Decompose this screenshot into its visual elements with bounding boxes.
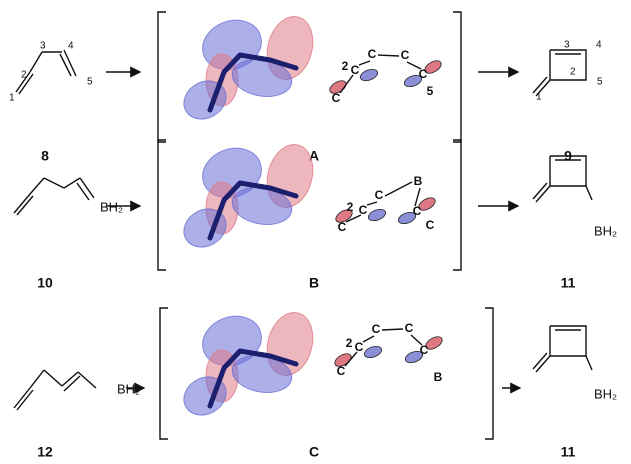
compound-label: 11 (561, 275, 576, 291)
atom-label: BH₂ (117, 381, 140, 396)
p-orbital (359, 67, 379, 83)
compound-label: 12 (37, 444, 53, 460)
bond (378, 55, 399, 56)
atom-label: 5 (87, 77, 93, 88)
bond (64, 50, 76, 76)
atom-label: 4 (68, 41, 74, 52)
bond (586, 186, 592, 200)
atom-label: BH₂ (594, 223, 617, 238)
atom-label: 1 (536, 92, 542, 103)
atom-label: 2 (570, 67, 576, 78)
orbital-atom-label: C (351, 63, 360, 77)
bond (158, 140, 166, 270)
atom-label: 1 (9, 93, 15, 104)
atom-label: 3 (564, 40, 570, 51)
orbital-atom-label: C (355, 340, 364, 354)
bond (30, 52, 42, 72)
intermediate-label: B (309, 275, 319, 291)
bond (77, 183, 89, 200)
compound-label: 10 (37, 275, 53, 291)
orbital-atom-label: C (368, 47, 377, 61)
bond (586, 356, 592, 370)
bond (453, 140, 461, 270)
atom-label: BH₂ (594, 386, 617, 401)
orbital-atom-label: C (419, 67, 428, 81)
bond (44, 178, 64, 188)
orbital-atom-label: C (332, 91, 341, 105)
atom-label: 5 (597, 77, 603, 88)
bond (485, 308, 493, 439)
orbital-atom-label: C (405, 321, 414, 335)
atom-label: 2 (21, 70, 27, 81)
orbital-atom-label: C (338, 220, 347, 234)
orbital-atom-label: C (401, 48, 410, 62)
bond (359, 61, 370, 65)
compound-label: 11 (561, 444, 576, 460)
scheme: 1234534251C2CCCC58A9BH₂BH₂C2CCBCC10B11BH… (0, 0, 631, 464)
bond (382, 329, 403, 330)
atom-label: 3 (40, 41, 46, 52)
orbital-atom-label: C (426, 218, 435, 232)
bond (453, 12, 461, 142)
orbital-atom-label: C (337, 364, 346, 378)
atom-label: BH₂ (100, 199, 123, 214)
orbital-atom-label: C (420, 343, 429, 357)
bond (14, 194, 30, 213)
p-orbital (363, 344, 383, 360)
compound-label: 8 (41, 148, 49, 164)
bond (17, 390, 33, 410)
intermediate-label: C (309, 444, 319, 460)
bond (363, 336, 374, 342)
bond (62, 372, 78, 386)
bond (78, 372, 96, 388)
bond (60, 54, 71, 76)
orbital-atom-label: C (359, 203, 368, 217)
bond (160, 308, 168, 439)
bond (17, 196, 33, 215)
orbital-atom-label: 2 (346, 336, 353, 350)
orbital-atom-label: 5 (427, 84, 434, 98)
bond (30, 178, 44, 194)
atom-label: 4 (596, 40, 602, 51)
orbital-atom-label: B (434, 370, 443, 384)
bond (64, 376, 80, 391)
bond (44, 370, 62, 386)
bond (30, 370, 44, 388)
orbital-atom-label: C (372, 322, 381, 336)
orbital-atom-label: C (375, 188, 384, 202)
bond (80, 178, 94, 198)
orbital-atom-label: B (414, 174, 423, 188)
orbital-atom-label: 2 (347, 200, 354, 214)
p-orbital (367, 207, 387, 223)
orbital-atom-label: C (413, 204, 422, 218)
orbital-atom-label: 2 (342, 59, 349, 73)
bond (158, 12, 166, 142)
bond (385, 182, 412, 196)
bond (367, 202, 377, 205)
bond (14, 388, 30, 408)
